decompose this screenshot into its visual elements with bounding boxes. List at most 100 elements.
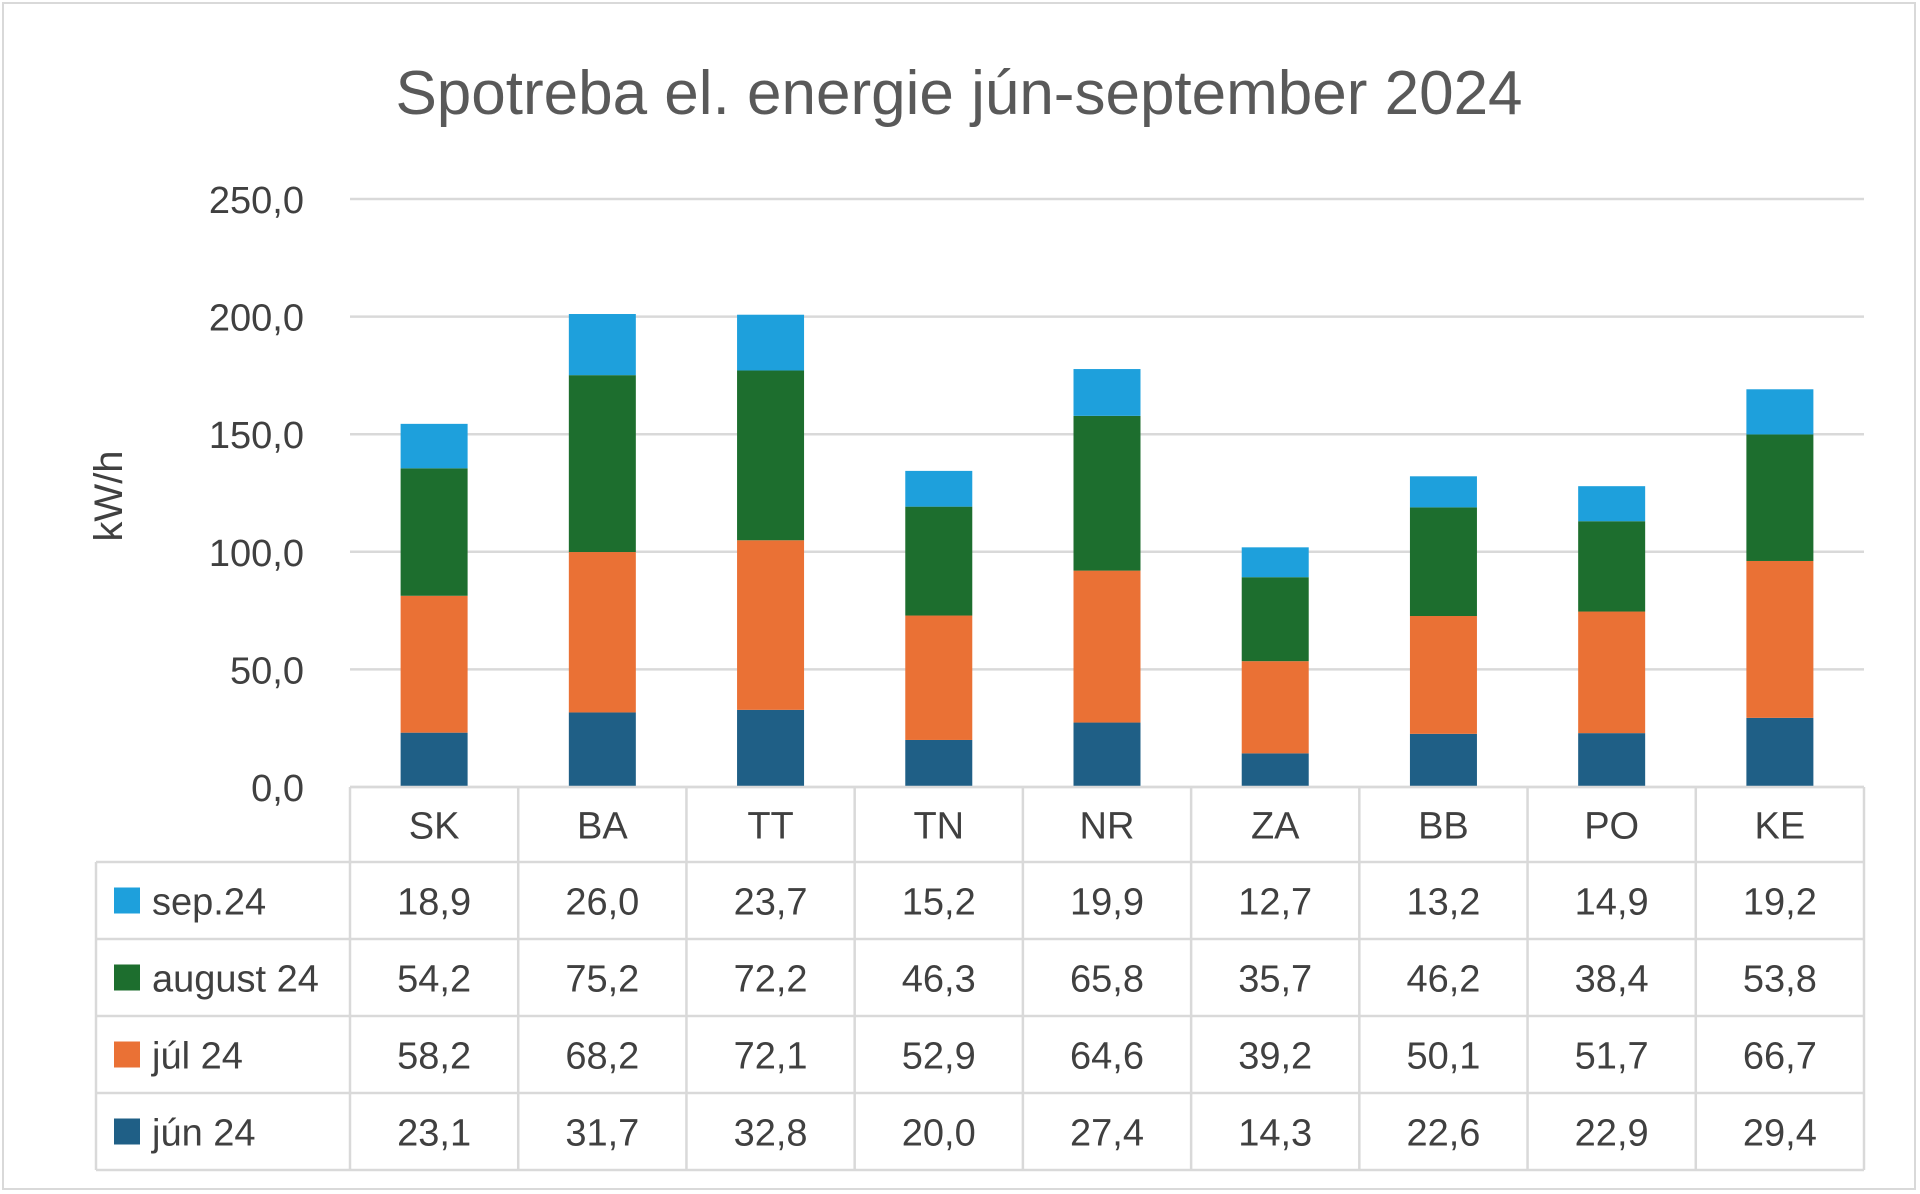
y-tick-label: 250,0 [209,180,304,222]
table-cell: 52,9 [902,1036,976,1078]
table-cell: 50,1 [1406,1036,1480,1078]
table-cell: 58,2 [397,1036,471,1078]
table-cell: 68,2 [565,1036,639,1078]
bar-segment-tn-1 [905,615,973,740]
bars [400,314,1814,787]
bar-segment-sk-1 [400,595,468,733]
bar-segment-ke-0 [1746,717,1814,787]
bar-segment-za-0 [1241,753,1309,787]
bar-segment-po-2 [1578,521,1646,612]
table-cell: 22,9 [1575,1113,1649,1155]
table-cell: 22,6 [1406,1113,1480,1155]
bar-segment-tn-3 [905,470,973,507]
table-cell: 15,2 [902,882,976,924]
bar-segment-za-2 [1241,577,1309,662]
bar-segment-po-0 [1578,733,1646,787]
bar-segment-sk-2 [400,468,468,596]
table-cell: 35,7 [1238,959,1312,1001]
y-tick-label: 100,0 [209,533,304,575]
table-cell: 19,2 [1743,882,1817,924]
legend-label: august 24 [152,959,319,1001]
category-label-ke: KE [1755,806,1806,848]
y-tick-label: 150,0 [209,415,304,457]
category-label-po: PO [1584,806,1639,848]
bar-segment-tn-0 [905,739,973,787]
bar-segment-nr-0 [1073,722,1141,787]
table-cell: 46,3 [902,959,976,1001]
table-cell: 14,3 [1238,1113,1312,1155]
bar-segment-nr-1 [1073,570,1141,723]
table-cell: 53,8 [1743,959,1817,1001]
bar-segment-ke-2 [1746,434,1814,561]
table-cell: 72,2 [734,959,808,1001]
table-cell: 12,7 [1238,882,1312,924]
data-table: SK BA TT TN NR ZA BB PO KE sep.24 18,9 26,0 23,7 15,2… [94,785,1866,1172]
category-label-za: ZA [1251,806,1300,848]
category-label-bb: BB [1418,806,1469,848]
bar-segment-po-3 [1578,486,1646,522]
table-cell: 23,7 [734,882,808,924]
bar-segment-ba-2 [568,375,636,553]
legend-swatch [114,1041,140,1068]
bar-segment-ba-0 [568,712,636,787]
table-cell: 75,2 [565,959,639,1001]
table-cell: 26,0 [565,882,639,924]
table-cell: 31,7 [565,1113,639,1155]
bar-segment-bb-2 [1409,507,1477,617]
bar-segment-po-1 [1578,611,1646,734]
y-tick-label: 50,0 [230,650,304,692]
bar-segment-tt-1 [737,540,805,710]
bar-segment-ba-3 [568,314,636,376]
table-cell: 65,8 [1070,959,1144,1001]
table-cell: 51,7 [1575,1036,1649,1078]
legend-label: jún 24 [151,1113,256,1155]
legend-label: sep.24 [152,882,266,924]
category-label-ba: BA [577,806,628,848]
bar-segment-tt-0 [737,709,805,787]
category-label-tn: TN [913,806,964,848]
y-tick-label: 200,0 [209,298,304,340]
bar-segment-bb-1 [1409,616,1477,734]
category-label-sk: SK [409,806,460,848]
bar-segment-nr-2 [1073,415,1141,571]
bar-segment-ba-1 [568,552,636,713]
bar-segment-ke-1 [1746,560,1814,718]
table-cell: 14,9 [1575,882,1649,924]
table-cell: 27,4 [1070,1113,1144,1155]
table-cell: 18,9 [397,882,471,924]
legend-swatch [114,1118,140,1145]
bar-segment-sk-0 [400,732,468,787]
chart-title: Spotreba el. energie jún-september 2024 [395,59,1522,128]
table-cell: 66,7 [1743,1036,1817,1078]
y-tick-label: 0,0 [251,768,304,810]
bar-segment-tt-2 [737,370,805,541]
bar-segment-ke-3 [1746,389,1814,435]
stacked-bar-chart: Spotreba el. energie jún-september 2024 … [87,59,1866,1172]
bar-segment-tt-3 [737,314,805,371]
legend-swatch [114,887,140,914]
bar-segment-za-1 [1241,661,1309,754]
table-cell: 54,2 [397,959,471,1001]
table-cell: 46,2 [1406,959,1480,1001]
table-cell: 39,2 [1238,1036,1312,1078]
table-cell: 72,1 [734,1036,808,1078]
table-cell: 23,1 [397,1113,471,1155]
bar-segment-tn-2 [905,506,973,616]
table-cell: 13,2 [1406,882,1480,924]
table-cell: 29,4 [1743,1113,1817,1155]
y-axis-label: kW/h [87,450,131,541]
table-cell: 38,4 [1575,959,1649,1001]
bar-segment-nr-3 [1073,369,1141,416]
legend-label: júl 24 [151,1036,243,1078]
bar-segment-bb-0 [1409,733,1477,787]
table-cell: 20,0 [902,1113,976,1155]
table-cell: 32,8 [734,1113,808,1155]
category-label-nr: NR [1080,806,1135,848]
bar-segment-bb-3 [1409,476,1477,508]
bar-segment-za-3 [1241,547,1309,578]
table-cell: 19,9 [1070,882,1144,924]
category-label-tt: TT [747,806,793,848]
bar-segment-sk-3 [400,423,468,469]
legend-swatch [114,964,140,991]
